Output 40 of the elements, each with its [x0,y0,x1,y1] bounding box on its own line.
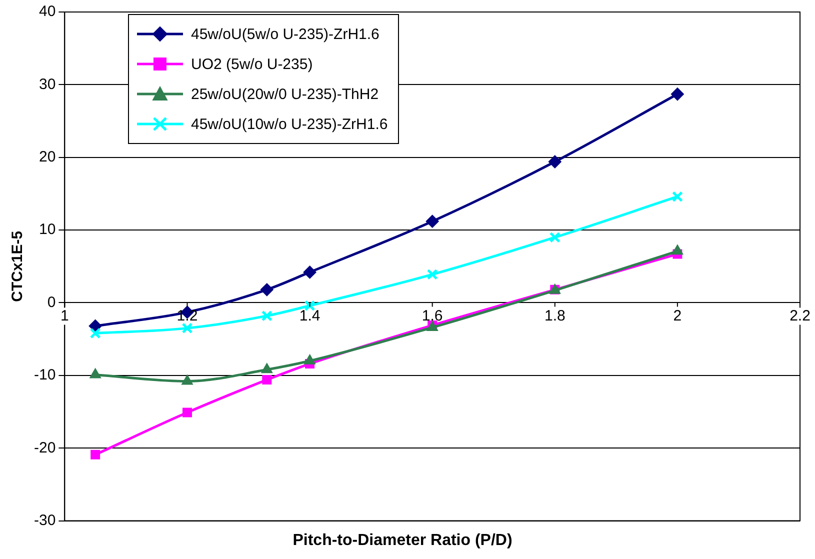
x-tick-label: 2 [673,307,682,324]
point [88,320,102,333]
point [262,375,272,385]
point [261,310,272,322]
point [90,450,100,460]
y-tick-label: 0 [47,294,56,311]
point [303,266,316,279]
legend-label: 25w/oU(20w/0 U-235)-ThH2 [191,86,379,102]
point [672,191,683,202]
y-tick-label: -20 [34,439,56,456]
point [260,283,274,296]
y-tick-label: 20 [38,148,56,166]
legend-label: 45w/oU(10w/o U-235)-ZrH1.6 [191,116,388,132]
point [182,374,193,385]
x-tick-label: 1.8 [544,307,566,324]
point [90,328,101,339]
legend-label: 45w/oU(5w/o U-235)-ZrH1.6 [191,26,380,42]
y-tick-label: 30 [38,76,56,93]
point [670,88,684,101]
point [426,214,439,228]
point [672,244,684,255]
point [261,363,273,374]
point [182,322,193,334]
point [182,408,192,418]
point [304,354,316,364]
x-tick-label: 2.2 [790,307,810,324]
y-tick-label: -30 [34,512,56,529]
point [90,368,102,378]
y-tick-label: 40 [38,3,56,20]
y-axis-title: CTCx1E-5 [9,230,26,302]
x-tick-label: 1.6 [422,307,443,324]
point [426,268,438,280]
x-tick-label: 1 [60,307,69,324]
legend-label: UO2 (5w/o U-235) [191,56,313,72]
y-tick-label: -10 [34,366,56,384]
x-axis-title: Pitch-to-Diameter Ratio (P/D) [292,532,512,549]
y-tick-label: 10 [38,221,56,238]
point [549,232,560,243]
x-tick-label: 1.4 [299,307,320,324]
point [548,155,562,168]
